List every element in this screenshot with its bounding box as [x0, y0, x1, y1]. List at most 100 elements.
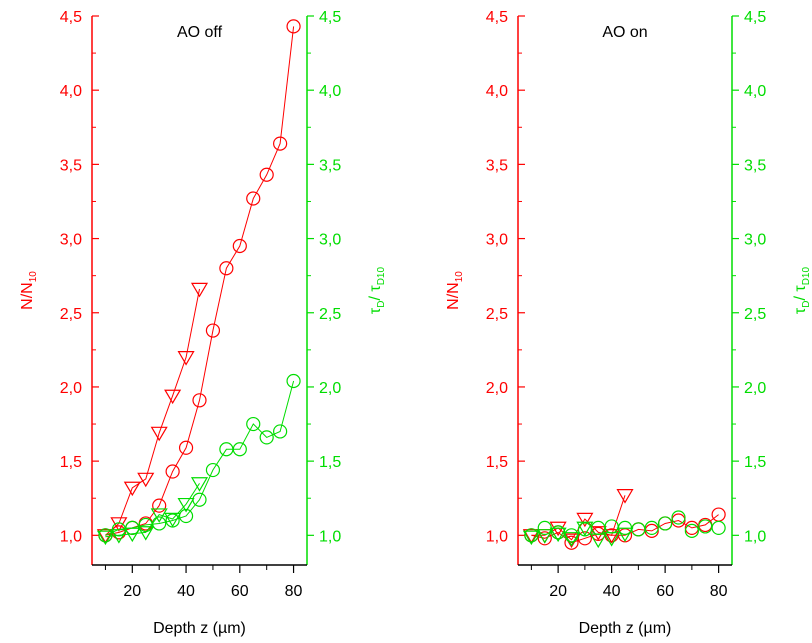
chart-1-y-label-main: N/N	[19, 282, 36, 310]
chart-2-series-2-point	[576, 512, 594, 528]
chart-2-x-tick-label: 20	[549, 583, 567, 600]
chart-1-series-4-point	[190, 477, 209, 492]
chart-2-series-4-point	[549, 527, 567, 543]
chart-1-series-1-line	[105, 26, 295, 536]
chart-1-left-tick-label: 4,5	[60, 9, 82, 26]
chart-2-right-tick-label: 4,5	[744, 9, 766, 26]
chart-1-series-4-point	[110, 529, 128, 544]
chart-2-series-3-point	[658, 516, 673, 531]
chart-1-series-4-point	[123, 527, 141, 543]
chart-2-left-tick-label: 2,5	[486, 306, 508, 323]
chart-1-y-label: N/N10	[19, 271, 39, 310]
chart-2-left-tick-label: 4,5	[486, 9, 508, 26]
chart-2-left-tick-label: 2,0	[486, 380, 508, 397]
chart-2-x-label: Depth z (µm)	[579, 620, 672, 637]
chart-2-series-3-point	[711, 520, 726, 536]
chart-2-series-3-point	[644, 520, 659, 536]
chart-1-left-tick-label: 3,0	[60, 232, 82, 249]
chart-2-series-4-point	[576, 521, 594, 537]
chart-1-x-tick-label: 80	[285, 583, 303, 600]
chart-1-series-2-point	[123, 481, 141, 497]
chart-1-series-4-point	[164, 512, 182, 528]
chart-2-left-tick-label: 1,5	[486, 454, 508, 471]
chart-1-y-label-sub: 10	[28, 271, 39, 283]
chart-2-series-4-point	[522, 530, 540, 546]
chart-2-series-1-point	[671, 513, 686, 528]
chart-1-right-tick-label: 3,0	[319, 232, 341, 249]
chart-1-title: AO off	[177, 24, 223, 41]
chart-1-series-1-point	[259, 167, 274, 182]
chart-1-x-label: Depth z (µm)	[153, 620, 246, 637]
chart-1-series-2-point	[190, 282, 209, 298]
chart-1-left-tick-label: 1,5	[60, 454, 82, 471]
chart-1-right-tick-label: 2,0	[319, 380, 341, 397]
chart-1-series-3-point	[98, 528, 113, 543]
chart-2-series-4-point	[536, 529, 554, 544]
chart-1-series-1-point	[273, 136, 288, 151]
chart-1-series-1-point	[165, 464, 180, 479]
chart-2-left-tick-label: 3,5	[486, 157, 508, 174]
chart-1-left-tick-label: 4,0	[60, 83, 82, 100]
chart-1-series-4-point	[150, 508, 168, 523]
chart-1-left-tick-label: 2,0	[60, 380, 82, 397]
chart-2-right-tick-label: 4,0	[744, 83, 766, 100]
chart-2-right-tick-label: 3,5	[744, 157, 766, 174]
chart-1-series-2-point	[137, 472, 155, 488]
chart-2-y2-label-main: τ	[792, 307, 809, 314]
chart-1-y2-label-main: τ	[367, 307, 384, 314]
chart-1-series-1-point	[246, 191, 261, 206]
chart-1-series-1-point	[192, 393, 207, 408]
chart-1-left-tick-label: 3,5	[60, 157, 82, 174]
chart-1: 1,0 1,5 2,0 2,5 3,0 3,5 4,0 4,5 1,0 1,5 2,0 2,5 3,0 3…	[19, 9, 387, 637]
chart-2-right-tick-label: 3,0	[744, 232, 766, 249]
chart-2-series-3-point	[684, 523, 699, 538]
chart-1-series-2-point	[164, 389, 182, 405]
chart-2-right-tick-label: 2,0	[744, 380, 766, 397]
chart-1-series-3-point	[232, 442, 247, 457]
chart-1-right-tick-label: 4,5	[319, 9, 341, 26]
chart-1-y2-label-sub2: D10	[376, 267, 387, 286]
chart-1-series-1-point	[286, 19, 301, 34]
chart-1-right-tick-label: 1,0	[319, 528, 341, 545]
chart-1-series-1	[98, 19, 301, 543]
chart-2-series-3-point	[524, 528, 539, 543]
chart-2-series-3-point	[604, 519, 619, 534]
chart-2-series-2-point	[603, 529, 621, 544]
chart-1-x-tick-label: 20	[123, 583, 141, 600]
chart-1-series-1-point	[178, 440, 194, 455]
chart-1-series-3-point	[178, 508, 194, 524]
chart-1-x-tick-label: 60	[231, 583, 249, 600]
chart-2-series-1-point	[711, 507, 726, 522]
chart-2-x-tick-label: 60	[656, 583, 674, 600]
chart-1-right-tick-label: 1,5	[319, 454, 341, 471]
chart-1-series-3-point	[273, 424, 288, 439]
chart-2-series-4-point	[562, 532, 581, 547]
chart-1-series-1-point	[152, 498, 167, 513]
chart-1-series-4	[96, 477, 209, 546]
chart-2-series-2-point	[616, 489, 634, 504]
chart-1-series-4-point	[177, 497, 195, 513]
chart-2-y-label: N/N10	[445, 271, 465, 310]
chart-2-left-tick-label: 3,0	[486, 232, 508, 249]
chart-2-x-tick-label: 80	[710, 583, 728, 600]
chart-1-right-tick-label: 3,5	[319, 157, 341, 174]
chart-2-series-1-point	[577, 531, 592, 546]
chart-1-series-2-point	[177, 351, 195, 366]
chart-2-y2-label: τD/ τD10	[792, 267, 812, 315]
chart-2-series-4-point	[616, 527, 634, 543]
chart-1-left-tick-label: 1,0	[60, 528, 82, 545]
chart-1-series-2-point	[150, 426, 168, 442]
chart-1-right-tick-label: 4,0	[319, 83, 341, 100]
chart-2-y-label-sub: 10	[454, 271, 465, 283]
chart-1-left-tick-label: 2,5	[60, 306, 82, 323]
chart-2-y2-label-sub2: D10	[801, 267, 812, 286]
chart-1-series-1-point	[205, 323, 221, 338]
chart-2-right-tick-label: 1,0	[744, 528, 766, 545]
chart-1-y2-label: τD/ τD10	[367, 267, 387, 315]
chart-1-y2-label-sub1: D	[376, 301, 387, 308]
chart-1-series-3-point	[246, 416, 261, 432]
chart-2-y2-label-sub1: D	[801, 301, 812, 308]
chart-2-series-4-point	[603, 532, 621, 547]
chart-2-left-tick-label: 1,0	[486, 528, 508, 545]
